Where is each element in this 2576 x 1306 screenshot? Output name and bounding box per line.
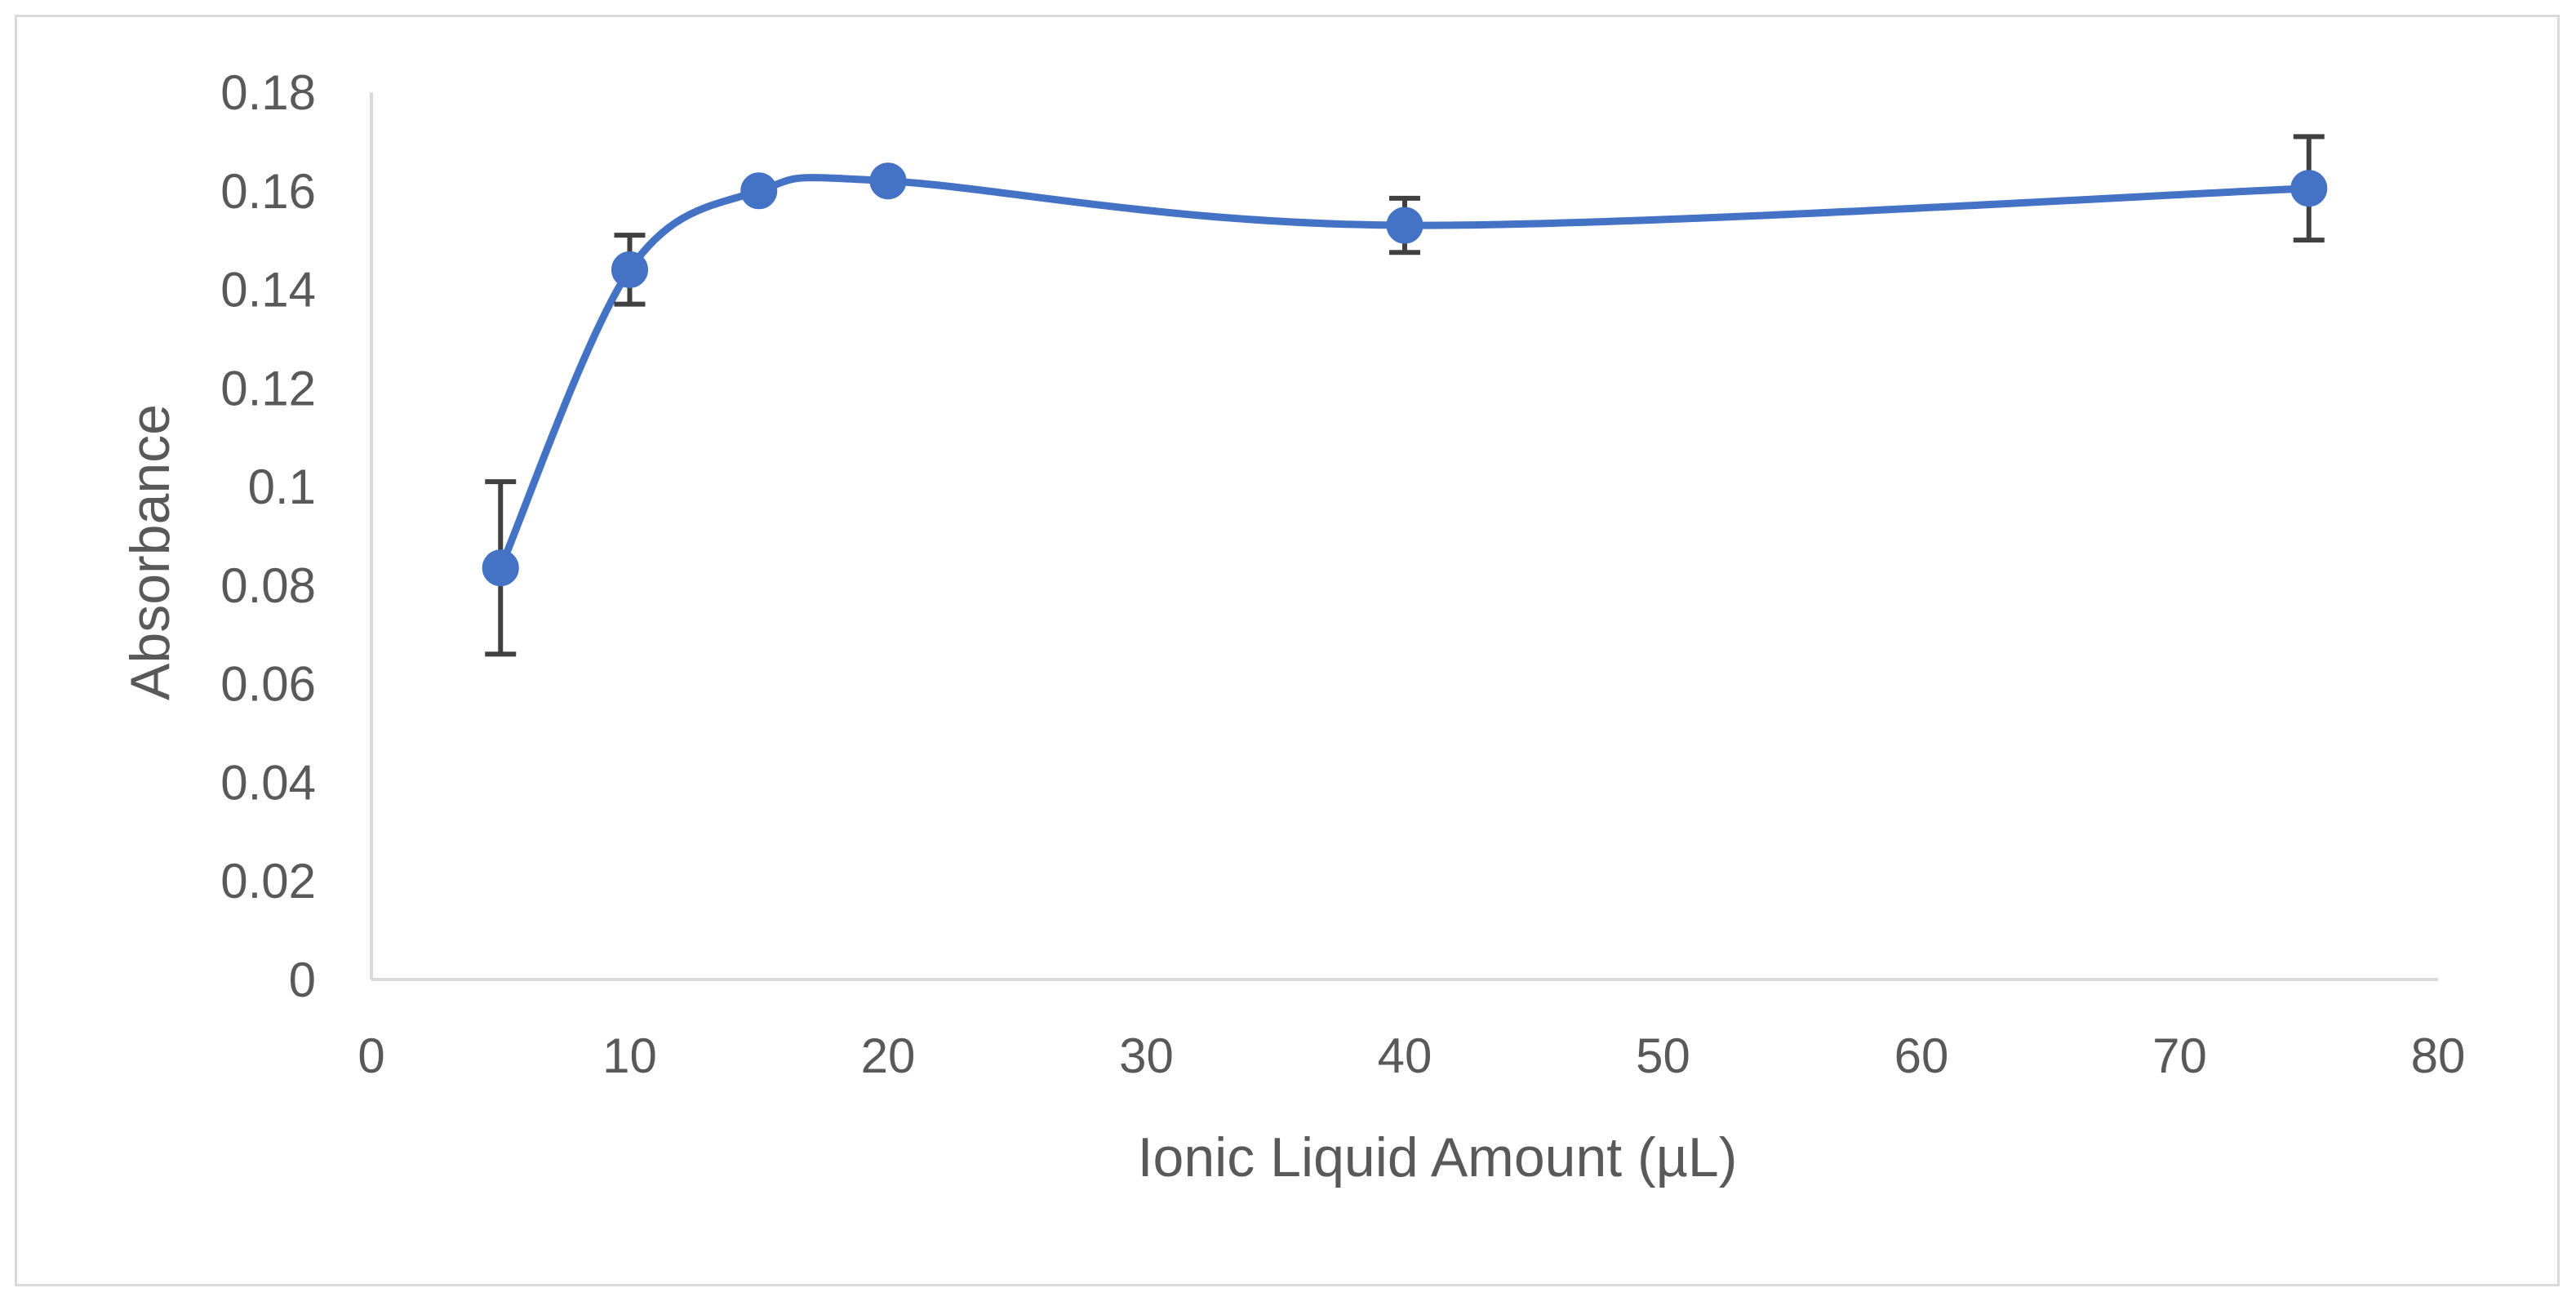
y-tick-label: 0.02	[220, 854, 316, 908]
y-tick-label: 0.12	[220, 361, 316, 415]
x-tick-label: 60	[1894, 1028, 1949, 1083]
y-tick-label: 0.1	[248, 460, 316, 514]
data-point	[2290, 170, 2328, 207]
series-line	[497, 174, 2309, 570]
x-tick-label: 0	[358, 1028, 384, 1083]
data-point	[869, 162, 907, 200]
data-point	[482, 549, 519, 587]
y-tick-label: 0.14	[220, 263, 316, 318]
y-tick-label: 0	[289, 953, 316, 1007]
y-tick-label: 0.06	[220, 657, 316, 712]
data-point	[611, 251, 648, 288]
x-tick-label: 70	[2152, 1028, 2207, 1083]
data-point	[740, 172, 778, 210]
y-tick-label: 0.04	[220, 755, 316, 810]
data-point	[1386, 207, 1423, 244]
y-tick-label: 0.18	[220, 65, 316, 120]
tick-labels: 0 0.02 0.04 0.06 0.08 0.1 0.12 0.14 0.16 0.18 0 10 2…	[220, 65, 2465, 1083]
x-tick-label: 10	[602, 1028, 657, 1083]
x-tick-label: 50	[1636, 1028, 1690, 1083]
y-axis-title: Absorbance	[119, 404, 181, 700]
x-tick-label: 40	[1378, 1028, 1432, 1083]
chart: 0 0.02 0.04 0.06 0.08 0.1 0.12 0.14 0.16 0.18 0 10 2…	[119, 65, 2465, 1188]
y-tick-label: 0.16	[220, 164, 316, 219]
series	[482, 134, 2328, 657]
x-axis-title: Ionic Liquid Amount (µL)	[1138, 1126, 1738, 1188]
y-tick-label: 0.08	[220, 558, 316, 613]
chart-frame: 0 0.02 0.04 0.06 0.08 0.1 0.12 0.14 0.16 0.18 0 10 2…	[15, 15, 2560, 1286]
x-tick-label: 80	[2411, 1028, 2466, 1083]
x-tick-label: 20	[861, 1028, 916, 1083]
x-tick-label: 30	[1119, 1028, 1174, 1083]
axes	[370, 92, 2438, 981]
